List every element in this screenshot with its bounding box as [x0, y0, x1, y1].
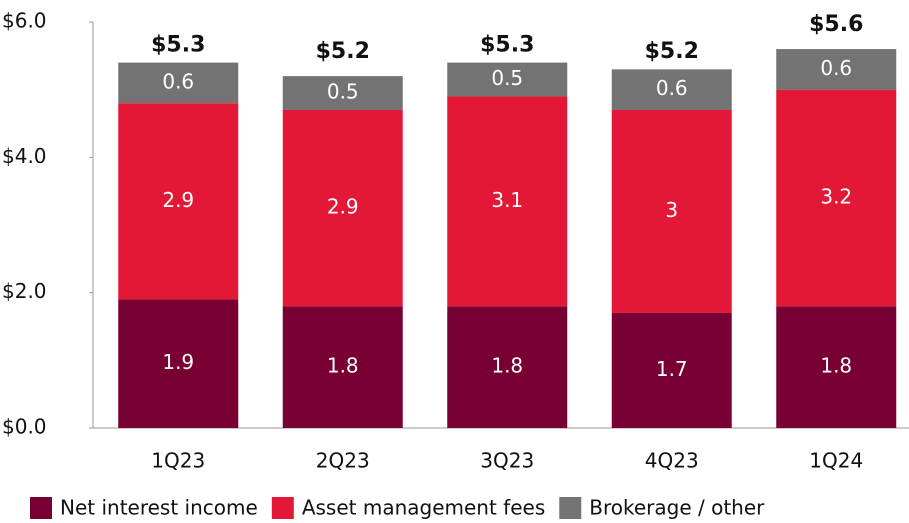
- y-tick-label: $4.0: [2, 144, 47, 168]
- legend-swatch: [30, 497, 52, 519]
- bar-segment: [611, 69, 732, 110]
- data-label: 2.9: [162, 188, 194, 212]
- data-label: 0.6: [820, 56, 852, 80]
- y-tick-label: $2.0: [2, 279, 47, 303]
- bar-segment: [776, 306, 897, 428]
- bar-segment: [118, 62, 239, 104]
- data-label: 0.6: [656, 76, 688, 100]
- bar-segment: [611, 109, 732, 313]
- bar-segment: [776, 89, 897, 307]
- x-tick-label: 4Q23: [645, 449, 699, 473]
- total-label: $5.2: [316, 39, 370, 64]
- y-tick-label: $6.0: [2, 9, 47, 33]
- bar-segment: [118, 103, 239, 300]
- total-label: $5.3: [151, 32, 205, 57]
- bar-segment: [447, 62, 568, 97]
- data-label: 3.2: [820, 184, 852, 208]
- data-label: 1.8: [327, 354, 359, 378]
- total-label: $5.2: [645, 39, 699, 64]
- data-label: 1.9: [162, 350, 194, 374]
- bar-segment: [282, 109, 403, 307]
- legend-label: Brokerage / other: [589, 496, 765, 520]
- total-label: $5.6: [809, 12, 863, 37]
- legend-label: Net interest income: [60, 496, 258, 520]
- x-tick-label: 1Q24: [809, 449, 863, 473]
- bar-segment: [118, 299, 239, 428]
- legend-swatch: [271, 497, 294, 519]
- bar-segment: [282, 306, 403, 428]
- data-label: 3.1: [491, 188, 523, 212]
- data-label: 0.5: [491, 66, 523, 90]
- x-tick-label: 3Q23: [480, 449, 534, 473]
- data-label: 0.6: [162, 69, 194, 93]
- bar-segment: [776, 49, 897, 90]
- bar-segment: [447, 306, 568, 428]
- data-label: 2.9: [327, 195, 359, 219]
- x-tick-label: 2Q23: [316, 449, 370, 473]
- data-label: 1.8: [491, 354, 523, 378]
- data-label: 3: [665, 198, 678, 222]
- total-label: $5.3: [480, 32, 534, 57]
- data-label: 0.5: [327, 80, 359, 104]
- y-tick-label: $0.0: [2, 415, 47, 439]
- x-tick-label: 1Q23: [151, 449, 205, 473]
- data-label: 1.7: [656, 357, 688, 381]
- bar-segment: [611, 312, 732, 428]
- bar-segment: [282, 76, 403, 110]
- data-label: 1.8: [820, 354, 852, 378]
- bar-segment: [447, 96, 568, 307]
- legend-swatch: [559, 497, 582, 519]
- legend-label: Asset management fees: [302, 496, 545, 520]
